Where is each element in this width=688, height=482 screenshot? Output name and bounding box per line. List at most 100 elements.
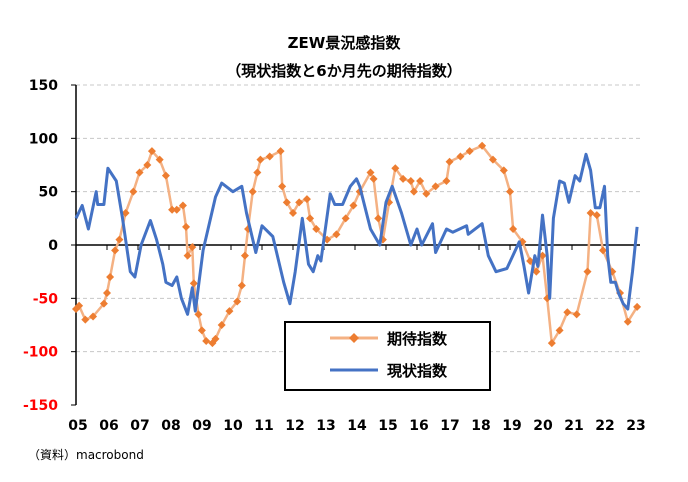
data-point-expectations xyxy=(406,177,415,185)
data-point-expectations xyxy=(488,155,497,164)
data-point-expectations xyxy=(341,214,350,223)
data-point-expectations xyxy=(583,267,592,276)
y-tick-label: -150 xyxy=(23,398,58,414)
data-point-expectations xyxy=(302,195,311,204)
x-tick-label: 18 xyxy=(471,418,490,434)
y-tick-label: -50 xyxy=(33,291,59,307)
data-point-expectations xyxy=(253,168,262,177)
data-point-expectations xyxy=(240,251,249,260)
data-point-expectations xyxy=(478,141,487,150)
data-point-expectations xyxy=(147,147,156,156)
data-point-expectations xyxy=(509,225,518,233)
x-tick-label: 08 xyxy=(161,418,180,434)
data-point-expectations xyxy=(422,189,431,198)
x-tick-label: 20 xyxy=(533,418,553,434)
data-point-expectations xyxy=(349,201,358,210)
data-point-expectations xyxy=(225,307,234,316)
legend-label-current: 現状指数 xyxy=(387,362,448,380)
x-tick-label: 11 xyxy=(254,418,273,434)
data-point-expectations xyxy=(217,321,226,329)
data-point-expectations xyxy=(295,198,304,207)
data-point-expectations xyxy=(155,155,164,164)
legend: 期待指数 現状指数 xyxy=(284,321,491,391)
data-point-expectations xyxy=(248,187,257,196)
data-point-expectations xyxy=(366,168,375,177)
data-point-expectations xyxy=(445,157,454,166)
x-tick-label: 19 xyxy=(502,418,521,434)
data-point-expectations xyxy=(456,152,465,161)
data-point-expectations xyxy=(183,251,192,260)
data-point-expectations xyxy=(256,155,265,164)
data-point-expectations xyxy=(499,166,508,175)
data-point-expectations xyxy=(143,161,152,169)
data-point-expectations xyxy=(197,326,206,335)
data-point-expectations xyxy=(532,267,541,276)
data-point-expectations xyxy=(75,301,84,310)
y-tick-label: -100 xyxy=(23,345,58,361)
data-point-expectations xyxy=(106,273,115,281)
data-point-expectations xyxy=(278,182,287,191)
y-tick-label: 100 xyxy=(29,131,58,147)
data-point-expectations xyxy=(182,222,191,231)
data-point-expectations xyxy=(623,317,632,326)
data-point-expectations xyxy=(202,337,211,345)
data-point-expectations xyxy=(312,225,321,233)
chart-subtitle: （現状指数と6か月先の期待指数） xyxy=(226,62,461,80)
data-point-expectations xyxy=(369,174,378,183)
data-point-expectations xyxy=(211,334,220,343)
data-point-expectations xyxy=(161,171,170,180)
legend-label-expectations: 期待指数 xyxy=(387,330,448,348)
x-tick-label: 05 xyxy=(68,418,87,434)
x-tick-label: 10 xyxy=(223,418,243,434)
y-tick-label: 0 xyxy=(48,238,58,254)
data-point-expectations xyxy=(129,187,138,196)
x-tick-label: 23 xyxy=(626,418,645,434)
data-point-expectations xyxy=(188,243,197,252)
data-point-expectations xyxy=(103,289,111,297)
data-point-expectations xyxy=(599,246,607,255)
x-tick-label: 14 xyxy=(347,418,367,434)
data-point-expectations xyxy=(332,230,341,239)
data-point-expectations xyxy=(465,147,474,156)
series-line-current xyxy=(74,152,639,316)
x-tick-label: 07 xyxy=(130,418,149,434)
data-point-expectations xyxy=(178,201,187,210)
x-tick-label: 15 xyxy=(378,418,397,434)
data-point-expectations xyxy=(111,246,120,255)
data-point-expectations xyxy=(172,205,181,214)
data-point-expectations xyxy=(506,187,514,196)
data-point-expectations xyxy=(237,281,246,290)
chart-title: ZEW景況感指数 xyxy=(288,34,402,52)
x-tick-label: 06 xyxy=(99,418,118,434)
data-point-expectations xyxy=(547,339,556,348)
data-point-expectations xyxy=(135,168,144,177)
data-point-expectations xyxy=(306,214,315,223)
data-point-expectations xyxy=(592,211,601,220)
data-point-expectations xyxy=(391,164,400,173)
x-tick-label: 13 xyxy=(316,418,335,434)
legend-box xyxy=(284,321,491,391)
x-tick-label: 16 xyxy=(409,418,428,434)
data-point-expectations xyxy=(442,177,451,185)
data-point-expectations xyxy=(121,209,130,217)
y-tick-label: 150 xyxy=(29,78,58,94)
legend-diamond-icon xyxy=(349,333,359,343)
x-tick-label: 17 xyxy=(440,418,459,434)
data-point-expectations xyxy=(81,315,90,324)
data-point-expectations xyxy=(374,214,383,223)
data-point-expectations xyxy=(538,251,547,260)
data-point-expectations xyxy=(431,182,440,191)
data-point-expectations xyxy=(586,209,595,217)
data-point-expectations xyxy=(265,152,274,161)
x-tick-label: 22 xyxy=(595,418,614,434)
data-point-expectations xyxy=(233,297,242,306)
data-point-expectations xyxy=(416,177,425,185)
data-point-expectations xyxy=(409,187,418,196)
data-point-expectations xyxy=(189,279,198,288)
y-tick-label: 50 xyxy=(39,185,59,201)
x-tick-label: 21 xyxy=(564,418,583,434)
data-point-expectations xyxy=(555,326,564,335)
data-point-expectations xyxy=(89,312,98,321)
data-point-expectations xyxy=(99,299,108,308)
